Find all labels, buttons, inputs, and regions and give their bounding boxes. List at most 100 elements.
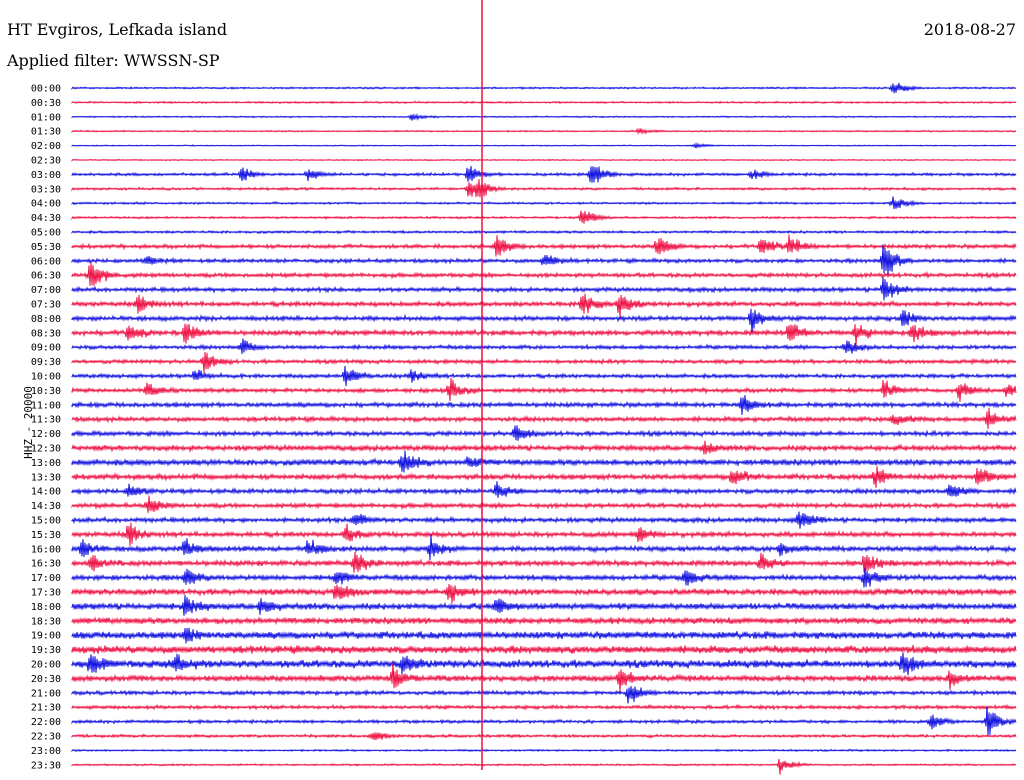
time-tick-label: 18:00 xyxy=(31,602,61,613)
time-tick-label: 08:30 xyxy=(31,328,61,339)
time-tick-label: 22:00 xyxy=(31,717,61,728)
trace-line xyxy=(71,627,1017,644)
trace-line xyxy=(71,82,1017,94)
time-tick-label: 23:30 xyxy=(31,760,61,771)
trace-line xyxy=(71,100,1017,105)
time-tick-label: 14:00 xyxy=(31,487,61,498)
time-tick-label: 20:30 xyxy=(31,674,61,685)
trace-line xyxy=(71,534,1017,560)
trace-line xyxy=(71,323,1017,346)
trace-line xyxy=(71,377,1017,402)
time-tick-label: 16:00 xyxy=(31,544,61,555)
trace-line xyxy=(71,481,1017,498)
trace-line xyxy=(71,616,1017,626)
trace-line xyxy=(71,277,1017,301)
time-tick-label: 14:30 xyxy=(31,501,61,512)
time-tick-label: 08:00 xyxy=(31,314,61,325)
time-tick-label: 02:30 xyxy=(31,156,61,167)
trace-line xyxy=(71,511,1017,529)
time-tick-label: 06:30 xyxy=(31,271,61,282)
trace-line xyxy=(71,551,1017,573)
time-tick-label: 09:00 xyxy=(31,343,61,354)
trace-line xyxy=(71,425,1017,441)
date-label: 2018-08-27 xyxy=(923,20,1016,39)
time-tick-label: 18:30 xyxy=(31,616,61,627)
trace-line xyxy=(71,179,1017,198)
time-tick-label: 16:30 xyxy=(31,559,61,570)
time-tick-label: 17:30 xyxy=(31,588,61,599)
time-tick-label: 04:30 xyxy=(31,213,61,224)
trace-line xyxy=(71,165,1017,183)
time-tick-label: 04:00 xyxy=(31,199,61,210)
time-tick-label: 01:00 xyxy=(31,112,61,123)
time-labels: 00:00 00:30 01:00 01:30 02:00 02:30 03:00 03:30… xyxy=(31,84,61,772)
trace-line xyxy=(71,758,1017,775)
trace-line xyxy=(71,293,1017,319)
trace-line xyxy=(71,703,1017,711)
time-tick-label: 13:00 xyxy=(31,458,61,469)
filter-label: Applied filter: WWSSN-SP xyxy=(7,51,220,70)
trace-line xyxy=(71,522,1017,547)
trace-line xyxy=(71,450,1017,473)
time-tick-label: 19:30 xyxy=(31,645,61,656)
trace-line xyxy=(71,732,1017,741)
time-tick-label: 10:30 xyxy=(31,386,61,397)
trace-line xyxy=(71,158,1017,162)
time-tick-label: 11:30 xyxy=(31,415,61,426)
trace-line xyxy=(71,365,1017,387)
trace-line xyxy=(71,686,1017,704)
trace-line xyxy=(71,210,1017,224)
trace-line xyxy=(71,706,1017,736)
trace-line xyxy=(71,113,1017,121)
trace-line xyxy=(71,652,1017,676)
time-tick-label: 19:00 xyxy=(31,631,61,642)
time-tick-label: 03:00 xyxy=(31,170,61,181)
time-tick-label: 03:30 xyxy=(31,184,61,195)
trace-line xyxy=(71,338,1017,354)
time-tick-label: 12:00 xyxy=(31,429,61,440)
trace-line xyxy=(71,244,1017,275)
time-tick-label: 13:30 xyxy=(31,472,61,483)
trace-line xyxy=(71,229,1017,235)
trace-line xyxy=(71,583,1017,604)
time-tick-label: 21:30 xyxy=(31,703,61,714)
trace-line xyxy=(71,196,1017,209)
time-tick-label: 06:00 xyxy=(31,256,61,267)
time-tick-label: 05:00 xyxy=(31,228,61,239)
trace-line xyxy=(71,395,1017,415)
time-tick-label: 07:30 xyxy=(31,300,61,311)
trace-line xyxy=(71,234,1017,257)
time-tick-label: 11:00 xyxy=(31,400,61,411)
time-tick-label: 10:00 xyxy=(31,372,61,383)
time-tick-label: 15:00 xyxy=(31,516,61,527)
trace-line xyxy=(71,440,1017,455)
time-tick-label: 22:30 xyxy=(31,732,61,743)
time-tick-label: 05:30 xyxy=(31,242,61,253)
trace-line xyxy=(71,407,1017,430)
time-tick-label: 21:00 xyxy=(31,688,61,699)
time-tick-label: 07:00 xyxy=(31,285,61,296)
time-tick-label: 02:00 xyxy=(31,141,61,152)
time-tick-label: 20:00 xyxy=(31,660,61,671)
time-tick-label: 00:00 xyxy=(31,84,61,95)
time-tick-label: 15:30 xyxy=(31,530,61,541)
trace-line xyxy=(71,142,1017,149)
time-tick-label: 23:00 xyxy=(31,746,61,757)
trace-line xyxy=(71,351,1017,374)
trace-line xyxy=(71,465,1017,489)
time-tick-label: 12:30 xyxy=(31,444,61,455)
time-tick-label: 09:30 xyxy=(31,357,61,368)
time-tick-label: 00:30 xyxy=(31,98,61,109)
trace-line xyxy=(71,594,1017,616)
trace-line xyxy=(71,662,1017,693)
time-tick-label: 17:00 xyxy=(31,573,61,584)
trace-line xyxy=(71,308,1017,335)
trace-line xyxy=(71,748,1017,753)
time-tick-label: 01:30 xyxy=(31,127,61,138)
trace-line xyxy=(71,567,1017,588)
trace-line xyxy=(71,645,1017,655)
trace-line xyxy=(71,495,1017,513)
trace-line xyxy=(71,127,1017,135)
seismic-traces xyxy=(71,0,1017,775)
